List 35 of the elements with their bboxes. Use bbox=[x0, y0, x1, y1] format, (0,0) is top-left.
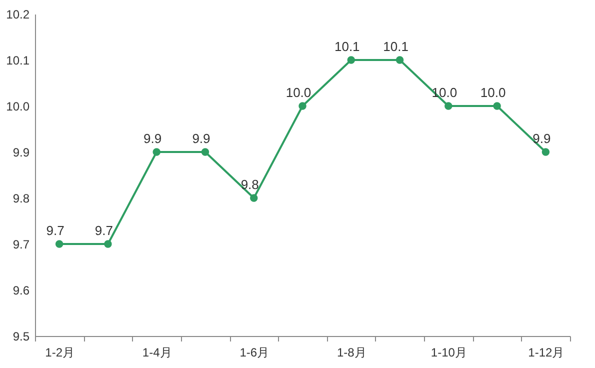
point bbox=[444, 102, 452, 110]
y-tick-label: 9.9 bbox=[12, 146, 30, 160]
data-label: 9.7 bbox=[46, 223, 64, 238]
data-label: 9.7 bbox=[94, 223, 113, 238]
data-label: 9.9 bbox=[192, 131, 210, 146]
y-tick-label: 10.1 bbox=[6, 54, 30, 68]
point bbox=[104, 240, 112, 248]
point bbox=[347, 56, 356, 64]
x-tick-label: 1-12月 bbox=[528, 346, 564, 360]
x-tick-label: 1-10月 bbox=[430, 346, 467, 360]
x-tick-label: 1-6月 bbox=[240, 346, 270, 360]
y-tick-label: 9.7 bbox=[12, 238, 30, 252]
y-tick-label: 10.2 bbox=[6, 8, 30, 22]
data-label: 10.0 bbox=[286, 85, 312, 100]
point bbox=[250, 194, 258, 202]
point bbox=[152, 148, 160, 156]
y-tick-label: 9.6 bbox=[12, 284, 30, 298]
point bbox=[201, 148, 210, 156]
data-label: 9.8 bbox=[240, 177, 259, 192]
point bbox=[542, 148, 550, 156]
x-tick-label: 1-2月 bbox=[45, 346, 74, 360]
point bbox=[396, 56, 404, 64]
x-tick-label: 1-8月 bbox=[336, 346, 366, 360]
point bbox=[55, 240, 64, 248]
data-label: 9.9 bbox=[144, 131, 162, 146]
point bbox=[298, 102, 306, 110]
y-tick-label: 10.0 bbox=[6, 100, 30, 114]
data-label: 10.1 bbox=[383, 39, 408, 54]
point bbox=[493, 102, 501, 110]
y-tick-label: 9.8 bbox=[12, 192, 30, 206]
data-label: 10.1 bbox=[334, 39, 360, 54]
y-tick-label: 9.5 bbox=[12, 330, 30, 344]
data-label: 9.9 bbox=[532, 131, 551, 146]
data-label: 10.0 bbox=[480, 85, 506, 100]
x-tick-label: 1-4月 bbox=[142, 346, 172, 360]
